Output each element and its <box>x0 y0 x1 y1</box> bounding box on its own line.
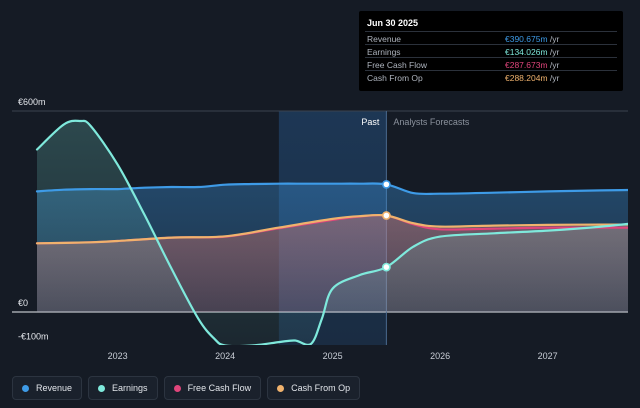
tooltip-value-number: €134.026m <box>505 47 548 57</box>
cash-from-op-dot-icon <box>277 384 285 392</box>
revenue-line <box>35 182 628 196</box>
tooltip-value: €288.204m /yr <box>505 73 559 83</box>
earnings-dot-icon <box>98 384 106 392</box>
x-tick-label: 2024 <box>215 351 235 361</box>
legend-item-cash-from-op[interactable]: Cash From Op <box>267 376 361 400</box>
past-label: Past <box>361 117 380 127</box>
legend-label: Earnings <box>112 383 148 393</box>
legend-item-earnings[interactable]: Earnings <box>88 376 158 400</box>
tooltip-label: Earnings <box>367 47 401 57</box>
tooltip-label: Revenue <box>367 34 402 44</box>
revenue-dot-icon <box>22 384 29 392</box>
earnings-line <box>35 119 628 345</box>
revenue-marker <box>381 179 391 189</box>
tooltip-value: €287.673m /yr <box>505 60 559 70</box>
cash-from-op-marker <box>381 211 391 220</box>
tooltip-row-free-cash-flow: Free Cash Flow €287.673m /yr <box>365 57 617 71</box>
legend-item-revenue[interactable]: Revenue <box>12 376 83 400</box>
cash-from-op-line <box>35 213 628 245</box>
tooltip-label: Cash From Op <box>367 73 423 83</box>
tooltip-value-unit: /yr <box>547 60 560 70</box>
tooltip-value-number: €287.673m <box>505 60 548 70</box>
tooltip-value-unit: /yr <box>547 73 560 83</box>
x-tick-label: 2023 <box>108 351 128 361</box>
tooltip-value: €134.026m /yr <box>505 47 559 57</box>
tooltip-value-unit: /yr <box>547 34 560 44</box>
x-tick-label: 2026 <box>430 351 450 361</box>
y-tick-label: -€100m <box>18 332 49 342</box>
y-tick-label: €0 <box>18 298 28 308</box>
tooltip-value-number: €288.204m <box>505 73 548 83</box>
tooltip-panel: Jun 30 2025 Revenue €390.675m /yr Earnin… <box>359 11 623 91</box>
tooltip-value: €390.675m /yr <box>505 34 559 44</box>
earnings-marker <box>381 262 391 272</box>
tooltip-row-earnings: Earnings €134.026m /yr <box>365 44 617 58</box>
plot-group <box>35 119 628 345</box>
tooltip-date: Jun 30 2025 <box>367 18 419 28</box>
free-cash-flow-dot-icon <box>173 384 181 392</box>
legend-item-free-cash-flow[interactable]: Free Cash Flow <box>163 376 262 400</box>
tooltip-label: Free Cash Flow <box>367 60 427 70</box>
forecast-label: Analysts Forecasts <box>393 117 470 127</box>
x-tick-label: 2027 <box>538 351 558 361</box>
legend: Revenue Earnings Free Cash Flow Cash Fro… <box>12 376 361 400</box>
earnings-area <box>37 120 628 345</box>
legend-label: Free Cash Flow <box>187 383 252 393</box>
tooltip-value-unit: /yr <box>547 47 560 57</box>
tooltip-row-cash-from-op: Cash From Op €288.204m /yr <box>365 70 617 84</box>
legend-label: Cash From Op <box>291 383 351 393</box>
x-tick-label: 2025 <box>323 351 343 361</box>
tooltip-row-revenue: Revenue €390.675m /yr <box>365 31 617 45</box>
tooltip-value-number: €390.675m <box>505 34 548 44</box>
legend-label: Revenue <box>36 383 73 393</box>
y-tick-label: €600m <box>18 97 46 107</box>
